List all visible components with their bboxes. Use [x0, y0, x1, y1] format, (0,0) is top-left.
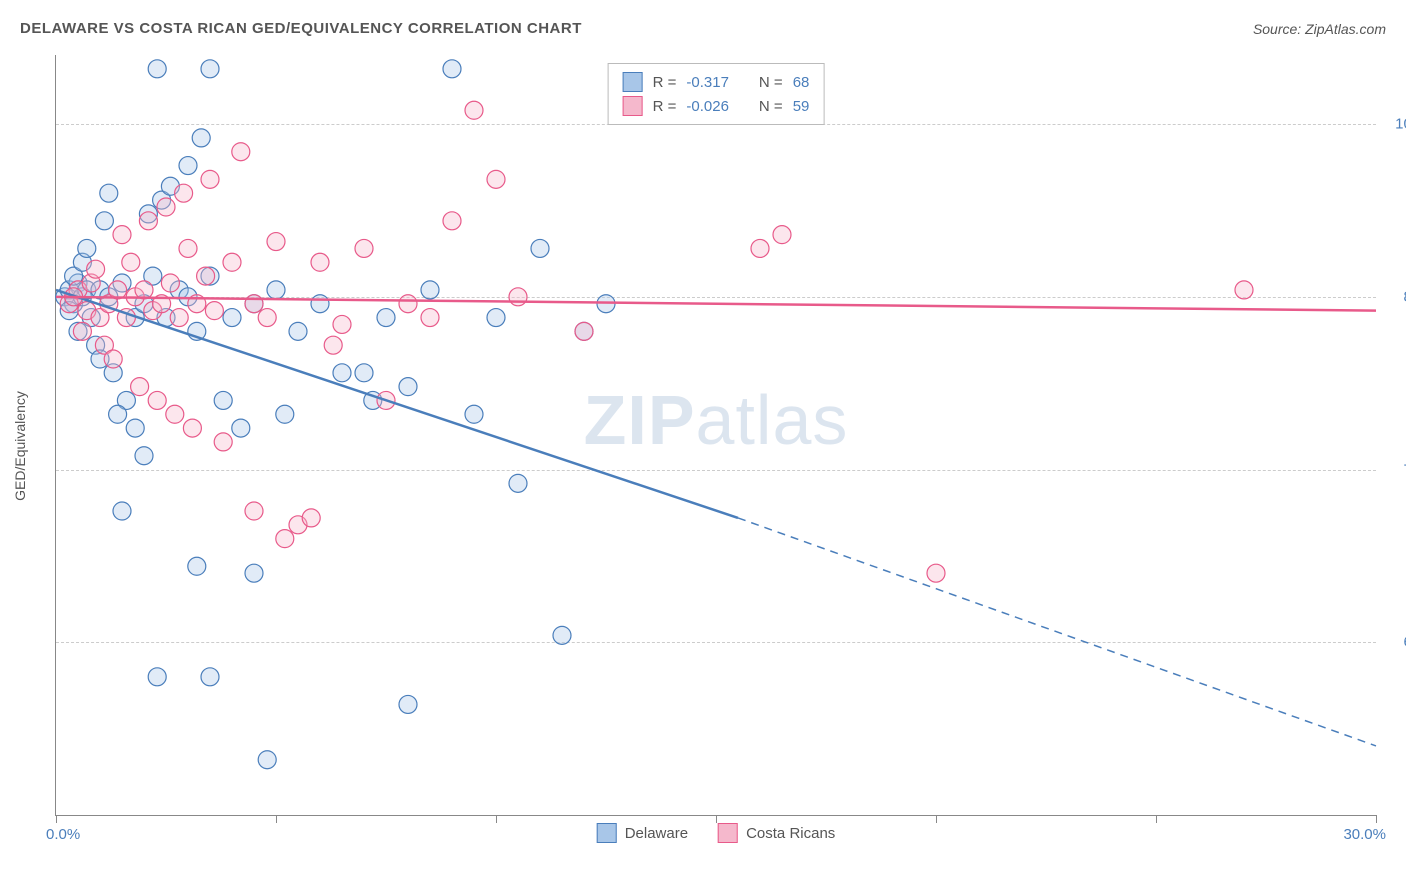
legend-row-delaware: R = -0.317 N = 68	[623, 70, 810, 94]
y-tick-label: 75.0%	[1386, 461, 1406, 478]
legend-item-delaware: Delaware	[597, 823, 688, 843]
chart-plot-area: ZIPatlas 62.5%75.0%87.5%100.0% R = -0.31…	[55, 55, 1376, 816]
x-tick-0: 0.0%	[46, 826, 80, 843]
scatter-svg	[56, 55, 1376, 815]
legend-row-costa-ricans: R = -0.026 N = 59	[623, 94, 810, 118]
x-tick-mark	[716, 815, 717, 823]
n-label: N =	[759, 98, 783, 115]
legend-label-costa-ricans: Costa Ricans	[746, 825, 835, 842]
swatch-costa-ricans-icon	[718, 823, 738, 843]
x-tick-mark	[276, 815, 277, 823]
series-legend: Delaware Costa Ricans	[597, 823, 836, 843]
swatch-delaware	[623, 72, 643, 92]
y-tick-label: 87.5%	[1386, 288, 1406, 305]
swatch-costa-ricans	[623, 96, 643, 116]
r-label: R =	[653, 74, 677, 91]
x-tick-mark	[56, 815, 57, 823]
swatch-delaware-icon	[597, 823, 617, 843]
n-value-costa-ricans: 59	[793, 98, 810, 115]
legend-label-delaware: Delaware	[625, 825, 688, 842]
y-tick-label: 100.0%	[1386, 116, 1406, 133]
y-axis-label: GED/Equivalency	[12, 391, 28, 501]
r-label: R =	[653, 98, 677, 115]
y-tick-label: 62.5%	[1386, 634, 1406, 651]
n-value-delaware: 68	[793, 74, 810, 91]
x-tick-mark	[496, 815, 497, 823]
x-tick-30: 30.0%	[1343, 826, 1386, 843]
correlation-legend: R = -0.317 N = 68 R = -0.026 N = 59	[608, 63, 825, 125]
x-tick-mark	[936, 815, 937, 823]
x-tick-mark	[1376, 815, 1377, 823]
source-label: Source: ZipAtlas.com	[1253, 21, 1386, 37]
chart-title: DELAWARE VS COSTA RICAN GED/EQUIVALENCY …	[20, 20, 582, 37]
r-value-costa-ricans: -0.026	[686, 98, 729, 115]
r-value-delaware: -0.317	[686, 74, 729, 91]
x-tick-mark	[1156, 815, 1157, 823]
n-label: N =	[759, 74, 783, 91]
legend-item-costa-ricans: Costa Ricans	[718, 823, 835, 843]
